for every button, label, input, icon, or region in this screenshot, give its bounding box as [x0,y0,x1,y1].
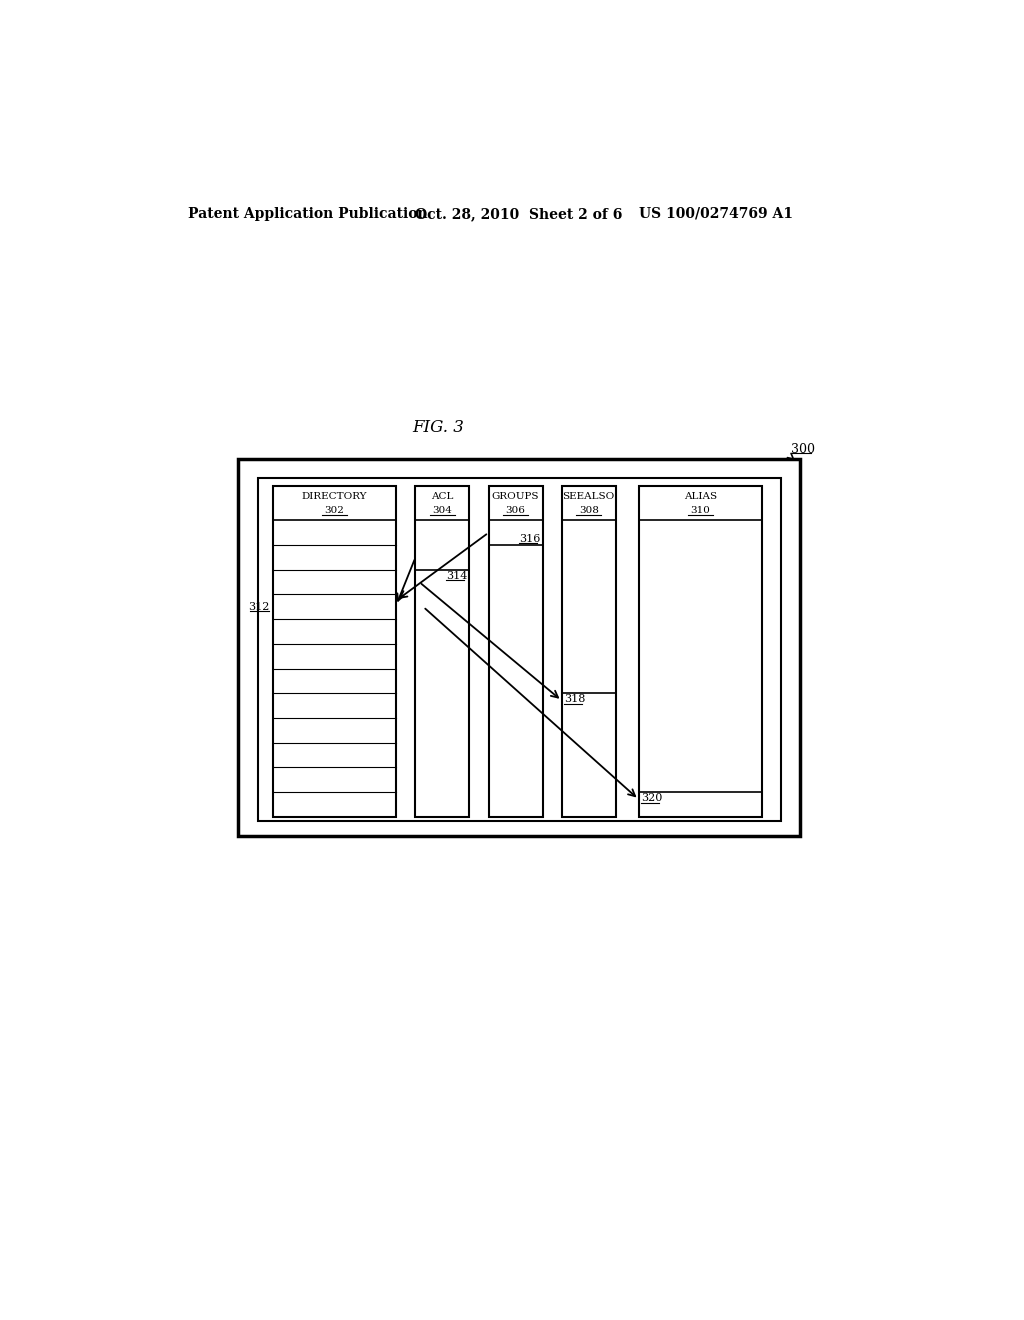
Text: ALIAS: ALIAS [684,492,717,500]
Text: 300: 300 [792,444,815,455]
Text: US 100/0274769 A1: US 100/0274769 A1 [639,207,793,220]
Text: DIRECTORY: DIRECTORY [302,492,368,500]
Bar [416,486,469,817]
Bar [258,478,781,821]
Bar [639,486,762,817]
Text: Oct. 28, 2010  Sheet 2 of 6: Oct. 28, 2010 Sheet 2 of 6 [416,207,623,220]
Text: FIG. 3: FIG. 3 [413,420,465,437]
Text: Patent Application Publication: Patent Application Publication [188,207,428,220]
Text: 312: 312 [248,602,269,611]
Text: SEEALSO: SEEALSO [562,492,614,500]
Text: 320: 320 [641,793,663,803]
Text: 314: 314 [446,570,468,581]
Text: 310: 310 [690,506,711,515]
Text: ACL: ACL [431,492,454,500]
Text: GROUPS: GROUPS [492,492,540,500]
Text: 306: 306 [506,506,525,515]
Text: 308: 308 [579,506,599,515]
Text: 302: 302 [325,506,344,515]
Bar [488,486,543,817]
Bar [562,486,615,817]
Bar [273,486,396,817]
Bar [239,459,801,836]
Text: 304: 304 [432,506,453,515]
Text: 316: 316 [519,533,541,544]
Text: 318: 318 [564,694,586,705]
